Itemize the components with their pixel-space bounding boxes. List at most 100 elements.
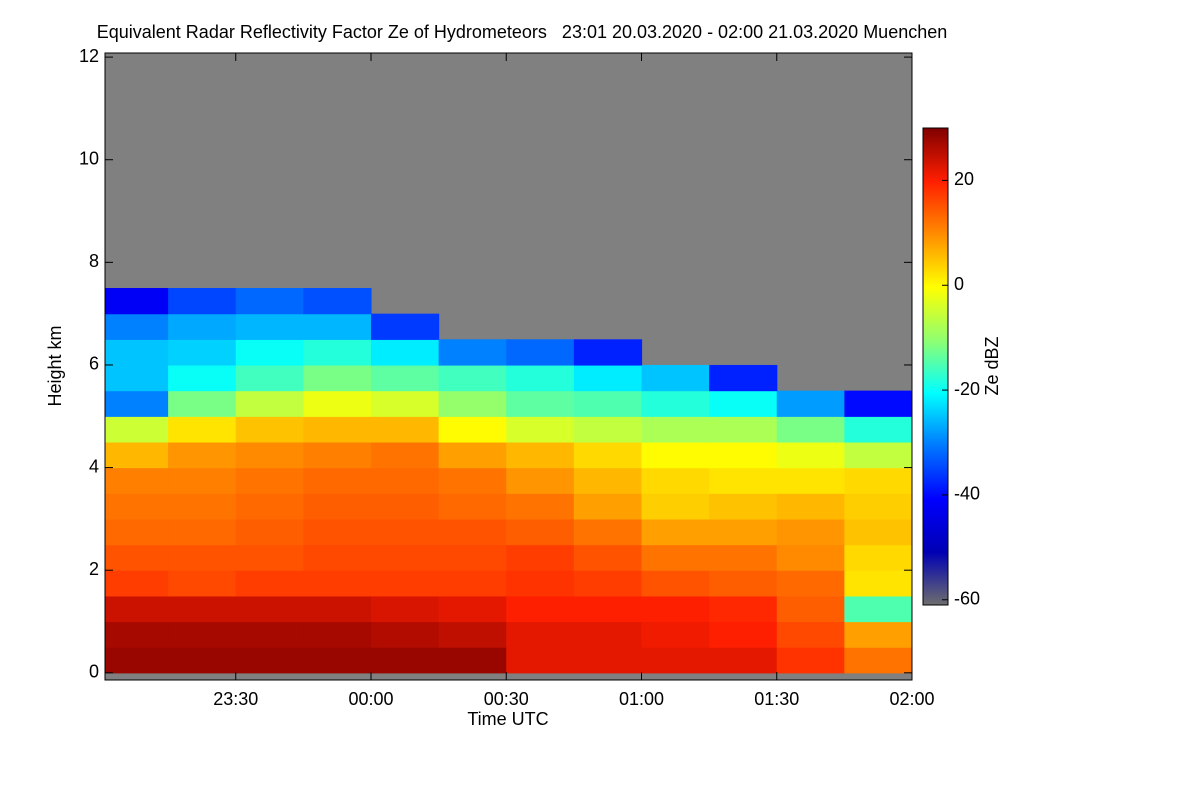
heatmap-cell [235, 544, 304, 571]
heatmap-cell [370, 441, 440, 469]
heatmap-cell [506, 493, 575, 520]
heatmap-cell [844, 467, 912, 494]
heatmap-cell [641, 493, 710, 520]
heatmap-cell [370, 364, 440, 392]
y-tick-label: 2 [89, 559, 99, 579]
y-tick-label: 4 [89, 456, 99, 476]
heatmap-cell [303, 339, 372, 366]
heatmap-cell [168, 621, 237, 648]
heatmap-cell [573, 621, 643, 648]
heatmap-cell [168, 390, 237, 417]
heatmap-cell [105, 339, 169, 366]
heatmap-cell [370, 647, 440, 674]
heatmap-cell [105, 364, 169, 392]
heatmap-cell [709, 544, 778, 571]
heatmap-cell [506, 390, 575, 417]
heatmap-cell [709, 595, 778, 623]
heatmap-cell [303, 647, 372, 674]
heatmap-cell [370, 339, 440, 366]
heatmap-cell [235, 493, 304, 520]
heatmap-cell [235, 339, 304, 366]
heatmap-cell [370, 518, 440, 546]
heatmap-cell [709, 467, 778, 494]
heatmap-cell [844, 647, 912, 674]
heatmap-cell [168, 441, 237, 469]
heatmap-cell [844, 416, 912, 443]
heatmap-cell [573, 416, 643, 443]
plot-frame [104, 52, 913, 681]
heatmap-cell [168, 416, 237, 443]
colorbar [922, 127, 949, 606]
heatmap-cell [303, 287, 372, 315]
heatmap-cell [641, 441, 710, 469]
heatmap-cell [235, 621, 304, 648]
heatmap-cell [573, 493, 643, 520]
heatmap-cell [168, 544, 237, 571]
heatmap-cell [105, 647, 169, 674]
heatmap-cell [168, 570, 237, 597]
heatmap-cell [370, 621, 440, 648]
heatmap-cell [776, 493, 845, 520]
heatmap-cell [370, 313, 440, 340]
heatmap-cell [573, 467, 643, 494]
heatmap-cell [303, 390, 372, 417]
heatmap-cell [168, 647, 237, 674]
heatmap-cell [303, 313, 372, 340]
heatmap-cell [506, 518, 575, 546]
heatmap-cell [370, 390, 440, 417]
heatmap-cell [641, 390, 710, 417]
heatmap-cell [235, 570, 304, 597]
heatmap-cell [438, 339, 507, 366]
heatmap-cell [235, 416, 304, 443]
heatmap-cell [105, 467, 169, 494]
heatmap-cell [303, 441, 372, 469]
heatmap-cell [641, 570, 710, 597]
x-tick-label: 02:00 [889, 689, 934, 709]
x-tick-label: 01:00 [619, 689, 664, 709]
heatmap-cell [303, 416, 372, 443]
heatmap-cell [303, 544, 372, 571]
y-tick-label: 10 [79, 148, 99, 168]
heatmap-cell [506, 441, 575, 469]
heatmap-cell [641, 647, 710, 674]
heatmap-cell [709, 493, 778, 520]
heatmap-cell [235, 518, 304, 546]
heatmap-cell [709, 647, 778, 674]
y-tick-label: 12 [79, 46, 99, 66]
heatmap-cell [506, 595, 575, 623]
chart-title: Equivalent Radar Reflectivity Factor Ze … [97, 22, 948, 42]
heatmap-cell [370, 595, 440, 623]
heatmap-cell [438, 570, 507, 597]
heatmap-cell [235, 287, 304, 315]
heatmap-cell [303, 595, 372, 623]
heatmap-cell [776, 621, 845, 648]
heatmap-cell [438, 544, 507, 571]
heatmap-cell [506, 467, 575, 494]
x-tick-label: 00:30 [484, 689, 529, 709]
colorbar-tick-label: -20 [954, 379, 980, 399]
heatmap-cell [573, 364, 643, 392]
heatmap-cell [573, 647, 643, 674]
heatmap-cell [844, 493, 912, 520]
heatmap-cell [105, 518, 169, 546]
heatmap-cell [168, 313, 237, 340]
heatmap-cell [438, 621, 507, 648]
heatmap-cell [573, 570, 643, 597]
heatmap-cell [641, 467, 710, 494]
heatmap-cell [506, 416, 575, 443]
heatmap-cell [709, 441, 778, 469]
x-tick-label: 23:30 [213, 689, 258, 709]
heatmap-cell [844, 441, 912, 469]
heatmap-cell [776, 416, 845, 443]
heatmap-cell [573, 595, 643, 623]
y-axis-label: Height km [45, 325, 65, 406]
x-axis-label: Time UTC [467, 709, 548, 729]
heatmap-cell [438, 493, 507, 520]
heatmap-cell [776, 467, 845, 494]
heatmap-cell [844, 570, 912, 597]
heatmap-cell [168, 287, 237, 315]
heatmap-cell [438, 518, 507, 546]
heatmap-cell [709, 416, 778, 443]
heatmap-cell [776, 441, 845, 469]
